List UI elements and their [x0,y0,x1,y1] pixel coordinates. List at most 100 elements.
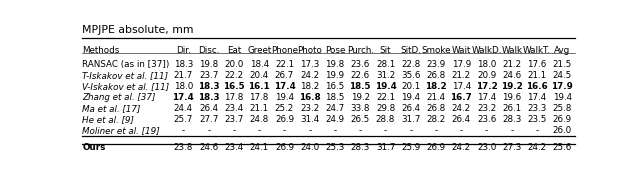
Text: 24.2: 24.2 [452,143,471,152]
Text: 25.3: 25.3 [325,143,345,152]
Text: 22.2: 22.2 [225,71,243,80]
Text: 26.0: 26.0 [553,126,572,135]
Text: 17.4: 17.4 [477,93,496,102]
Text: Avg: Avg [554,46,570,55]
Text: 24.8: 24.8 [250,115,269,124]
Text: 28.2: 28.2 [426,115,445,124]
Text: 23.0: 23.0 [477,143,496,152]
Text: -: - [207,126,210,135]
Text: 23.6: 23.6 [351,60,370,69]
Text: Purch.: Purch. [347,46,374,55]
Text: 31.4: 31.4 [300,115,319,124]
Text: 26.8: 26.8 [426,71,445,80]
Text: Eat: Eat [227,46,241,55]
Text: Zhang et al. [37]: Zhang et al. [37] [83,93,156,102]
Text: 18.0: 18.0 [173,82,193,91]
Text: 23.7: 23.7 [199,71,218,80]
Text: 27.3: 27.3 [502,143,522,152]
Text: 31.7: 31.7 [401,115,420,124]
Text: 21.7: 21.7 [174,71,193,80]
Text: 22.8: 22.8 [401,60,420,69]
Text: 19.6: 19.6 [502,93,522,102]
Text: 18.0: 18.0 [477,60,496,69]
Text: 18.2: 18.2 [300,82,319,91]
Text: Sit: Sit [380,46,391,55]
Text: 23.2: 23.2 [477,104,496,113]
Text: 23.3: 23.3 [527,104,547,113]
Text: 25.9: 25.9 [401,143,420,152]
Text: Ma et al. [17]: Ma et al. [17] [83,104,141,113]
Text: 24.4: 24.4 [174,104,193,113]
Text: 19.4: 19.4 [553,93,572,102]
Text: 19.4: 19.4 [374,82,396,91]
Text: 23.9: 23.9 [426,60,445,69]
Text: 18.2: 18.2 [425,82,447,91]
Text: 17.4: 17.4 [173,93,195,102]
Text: Ours: Ours [83,143,106,152]
Text: 17.2: 17.2 [476,82,497,91]
Text: 21.1: 21.1 [250,104,269,113]
Text: 18.3: 18.3 [198,82,220,91]
Text: Wait: Wait [452,46,471,55]
Text: 35.6: 35.6 [401,71,420,80]
Text: 16.1: 16.1 [248,82,270,91]
Text: MPJPE absolute, mm: MPJPE absolute, mm [83,25,194,35]
Text: RANSAC (as in [37]): RANSAC (as in [37]) [83,60,170,69]
Text: 24.1: 24.1 [250,143,269,152]
Text: -: - [182,126,185,135]
Text: 26.7: 26.7 [275,71,294,80]
Text: Pose: Pose [325,46,345,55]
Text: 23.4: 23.4 [224,143,244,152]
Text: 26.4: 26.4 [452,115,471,124]
Text: Moliner et al. [19]: Moliner et al. [19] [83,126,160,135]
Text: 20.9: 20.9 [477,71,496,80]
Text: 29.8: 29.8 [376,104,395,113]
Text: -: - [283,126,286,135]
Text: Phone: Phone [271,46,298,55]
Text: -: - [384,126,387,135]
Text: 23.5: 23.5 [527,115,547,124]
Text: Walk: Walk [501,46,522,55]
Text: 24.6: 24.6 [502,71,522,80]
Text: 24.2: 24.2 [452,104,471,113]
Text: -: - [358,126,362,135]
Text: T-Iskakov et al. [11]: T-Iskakov et al. [11] [83,71,168,80]
Text: -: - [460,126,463,135]
Text: V-Iskakov et al. [11]: V-Iskakov et al. [11] [83,82,170,91]
Text: 31.7: 31.7 [376,143,396,152]
Text: 20.4: 20.4 [250,71,269,80]
Text: 21.1: 21.1 [527,71,547,80]
Text: 19.2: 19.2 [501,82,523,91]
Text: 21.5: 21.5 [553,60,572,69]
Text: 17.8: 17.8 [224,93,244,102]
Text: 18.4: 18.4 [250,60,269,69]
Text: SitD.: SitD. [401,46,421,55]
Text: 17.6: 17.6 [527,60,547,69]
Text: 19.2: 19.2 [351,93,370,102]
Text: 20.0: 20.0 [224,60,244,69]
Text: 17.8: 17.8 [250,93,269,102]
Text: 31.2: 31.2 [376,71,395,80]
Text: 19.8: 19.8 [199,60,218,69]
Text: Dir.: Dir. [176,46,191,55]
Text: 23.4: 23.4 [224,104,244,113]
Text: 17.9: 17.9 [452,60,471,69]
Text: 16.5: 16.5 [325,82,344,91]
Text: 20.1: 20.1 [401,82,420,91]
Text: 22.1: 22.1 [376,93,395,102]
Text: 22.6: 22.6 [351,71,370,80]
Text: 25.6: 25.6 [553,143,572,152]
Text: 24.6: 24.6 [199,143,218,152]
Text: 23.6: 23.6 [477,115,496,124]
Text: 21.2: 21.2 [452,71,471,80]
Text: 28.3: 28.3 [502,115,522,124]
Text: 24.2: 24.2 [527,143,547,152]
Text: 24.2: 24.2 [300,71,319,80]
Text: WalkD.: WalkD. [472,46,502,55]
Text: -: - [510,126,513,135]
Text: 27.7: 27.7 [199,115,218,124]
Text: 18.5: 18.5 [325,93,345,102]
Text: Greet: Greet [247,46,271,55]
Text: 26.4: 26.4 [199,104,218,113]
Text: Photo: Photo [298,46,322,55]
